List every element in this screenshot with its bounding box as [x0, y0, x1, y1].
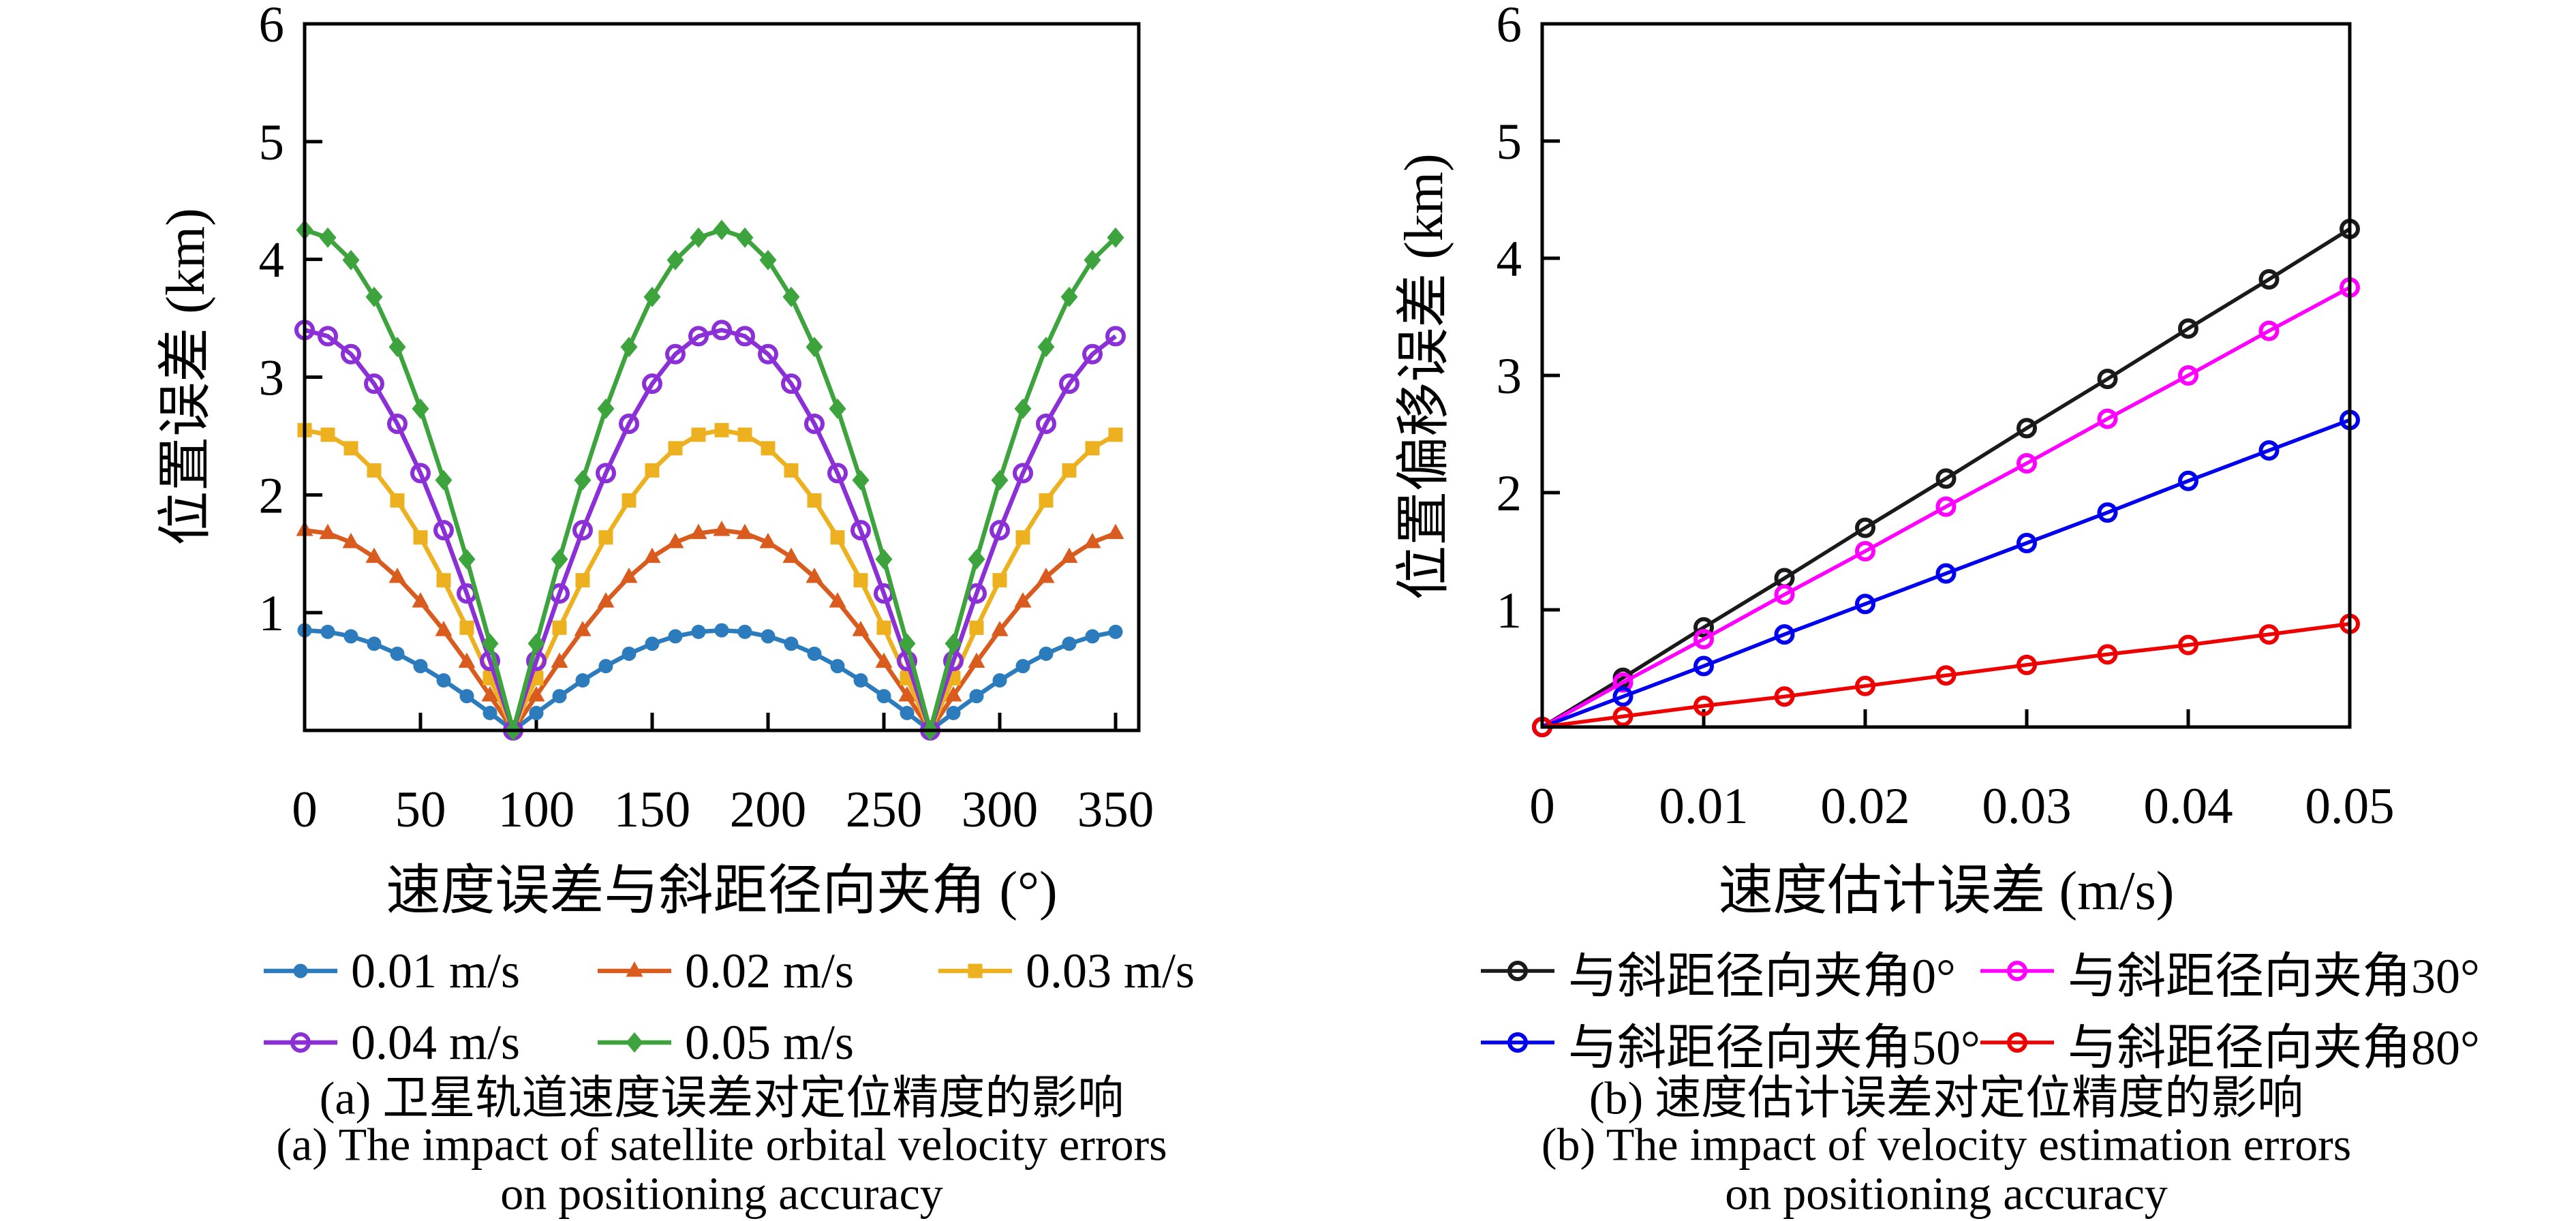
x-tick-label: 0.04 — [2143, 778, 2233, 835]
series-与斜距径向夹角0° — [1532, 219, 2360, 737]
series-与斜距径向夹角80° — [1532, 613, 2360, 737]
legend-label: 与斜距径向夹角0° — [1568, 948, 1956, 1004]
y-tick-label: 4 — [1497, 231, 1522, 288]
legend-label: 0.05 m/s — [685, 1015, 855, 1070]
y-tick-label: 5 — [259, 114, 285, 171]
legend-item-0.05 m/s: 0.05 m/s — [596, 1015, 854, 1070]
legend-label: 与斜距径向夹角50° — [1568, 1020, 1980, 1075]
legend-label: 0.02 m/s — [685, 943, 855, 998]
y-tick-label: 6 — [259, 0, 285, 53]
series-与斜距径向夹角50° — [1532, 409, 2360, 737]
legend-marker-ring-icon — [1980, 961, 2054, 981]
series-line — [304, 428, 1117, 733]
legend-marker-ring-icon — [1980, 1032, 2054, 1053]
legend-item-0.04 m/s: 0.04 m/s — [262, 1015, 520, 1070]
x-tick-label: 250 — [846, 782, 923, 838]
legend-marker-square-icon — [938, 963, 1012, 978]
y-tick-label: 5 — [1497, 114, 1522, 170]
series-line — [304, 328, 1117, 733]
x-tick-label: 200 — [730, 782, 807, 838]
chart-a-x-axis-label: 速度误差与斜距径向夹角 (°) — [386, 861, 1058, 921]
legend-label: 与斜距径向夹角80° — [2068, 1020, 2480, 1075]
chart-a-y-axis-label: 位置误差 (km) — [156, 208, 216, 546]
legend-item-0.01 m/s: 0.01 m/s — [262, 944, 520, 998]
series-line — [303, 228, 1118, 733]
x-tick-label: 150 — [614, 782, 691, 838]
x-tick-label: 100 — [498, 782, 575, 838]
legend-marker-ring-icon — [1481, 1032, 1554, 1053]
chart-b-caption-english-line2: on positioning accuracy — [1725, 1167, 2168, 1220]
x-tick-label: 50 — [395, 782, 446, 838]
y-tick-label: 4 — [259, 232, 285, 289]
x-tick-label: 300 — [962, 782, 1039, 838]
chart-b-plot: 0 0.01 0.02 0.03 0.04 0.05 1 2 3 4 5 6 — [1497, 0, 2395, 835]
y-tick-label: 2 — [1497, 465, 1522, 522]
x-tick-label: 0.05 — [2305, 778, 2394, 835]
x-tick-label: 0.03 — [1982, 778, 2071, 835]
legend-marker-circle-icon — [264, 963, 337, 978]
x-tick-label: 350 — [1077, 782, 1154, 838]
legend-marker-triangle-icon — [598, 961, 671, 977]
x-tick-label: 0.02 — [1820, 778, 1910, 835]
series-line — [1542, 418, 2350, 729]
legend-label: 与斜距径向夹角30° — [2068, 948, 2480, 1004]
y-tick-label: 2 — [259, 467, 285, 524]
plot-frame — [303, 22, 1141, 732]
y-tick-label: 3 — [1497, 348, 1522, 405]
legend-label: 0.04 m/s — [351, 1015, 521, 1070]
legend-item-0.02 m/s: 0.02 m/s — [596, 944, 854, 998]
legend-item-与斜距径向夹角50°: 与斜距径向夹角50° — [1479, 1018, 1980, 1075]
legend-item-与斜距径向夹角0°: 与斜距径向夹角0° — [1479, 946, 1956, 1004]
series-0.02 m/s — [296, 521, 1124, 737]
chart-b-caption-english-line1: (b) The impact of velocity estimation er… — [1541, 1118, 2352, 1171]
y-tick-label: 3 — [259, 350, 285, 407]
legend-item-0.03 m/s: 0.03 m/s — [937, 944, 1195, 998]
legend-item-与斜距径向夹角30°: 与斜距径向夹角30° — [1979, 946, 2480, 1004]
x-tick-label: 0.01 — [1659, 778, 1748, 835]
x-tick-label: 0 — [292, 782, 318, 838]
y-tick-label: 1 — [1497, 583, 1522, 639]
chart-a-caption-english-line1: (a) The impact of satellite orbital velo… — [276, 1118, 1167, 1171]
legend-marker-diamond-icon — [598, 1032, 671, 1053]
legend-marker-ring-icon — [264, 1032, 337, 1053]
chart-b-x-axis-label: 速度估计误差 (m/s) — [1718, 861, 2175, 921]
chart-a-caption-english-line2: on positioning accuracy — [500, 1167, 943, 1220]
series-0.05 m/s — [296, 219, 1124, 741]
chart-b-y-axis-label: 位置偏移误差 (km) — [1394, 153, 1454, 600]
chart-a-caption-chinese: (a) 卫星轨道速度误差对定位精度的影响 — [319, 1072, 1124, 1124]
x-tick-label: 0 — [1529, 778, 1555, 835]
chart-a-plot: 0 50 100 150 200 250 300 350 1 2 3 4 5 6 — [259, 0, 1154, 838]
legend-item-与斜距径向夹角80°: 与斜距径向夹角80° — [1979, 1018, 2480, 1075]
legend-label: 0.03 m/s — [1026, 943, 1195, 998]
chart-b-caption-chinese: (b) 速度估计误差对定位精度的影响 — [1589, 1072, 2304, 1124]
legend-label: 0.01 m/s — [351, 943, 521, 998]
y-tick-label: 6 — [1497, 0, 1522, 53]
series-line — [304, 527, 1117, 733]
series-line — [1542, 621, 2350, 729]
series-line — [1541, 227, 2351, 729]
series-line — [1541, 285, 2351, 729]
legend-marker-ring-icon — [1481, 961, 1554, 981]
y-tick-label: 1 — [259, 585, 285, 642]
plot-frame — [1540, 22, 2352, 729]
series-0.03 m/s — [297, 422, 1123, 738]
series-与斜距径向夹角30° — [1532, 277, 2360, 737]
